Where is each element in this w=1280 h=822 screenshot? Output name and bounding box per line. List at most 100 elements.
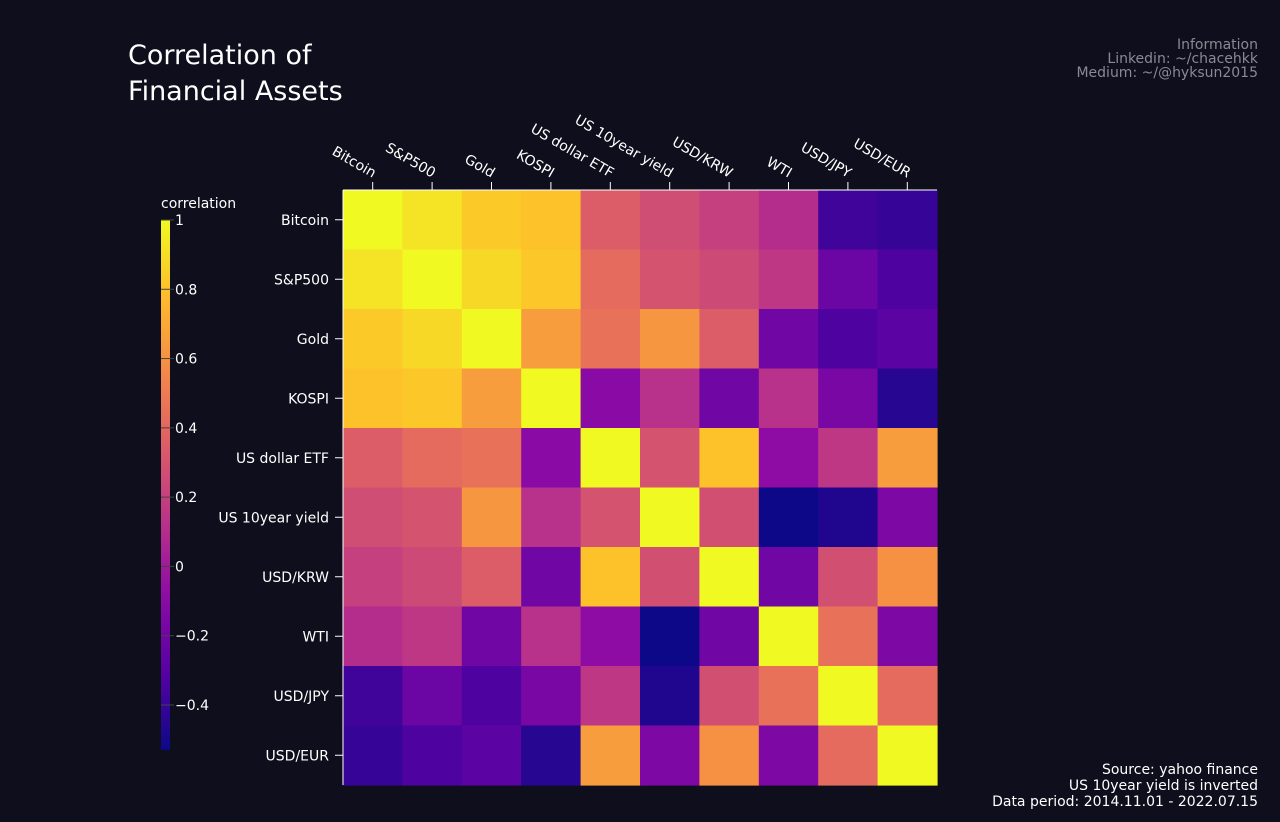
heatmap-cell xyxy=(699,606,760,667)
heatmap-cell xyxy=(758,190,819,251)
heatmap-cell xyxy=(521,487,582,548)
heatmap-cell xyxy=(580,309,641,370)
heatmap-cell xyxy=(461,309,522,370)
x-tick-label: S&P500 xyxy=(382,140,438,181)
heatmap-cell xyxy=(343,309,403,370)
heatmap-cell xyxy=(640,428,700,489)
heatmap-cell xyxy=(343,606,403,667)
heatmap-cell xyxy=(521,725,582,786)
heatmap-cell xyxy=(818,428,879,489)
colorbar-gradient xyxy=(161,220,170,750)
heatmap-cell xyxy=(758,428,819,489)
heatmap-cell xyxy=(818,190,879,251)
heatmap-cell xyxy=(521,606,582,667)
heatmap-cell xyxy=(402,309,463,370)
y-tick-label: S&P500 xyxy=(274,272,329,288)
heatmap-cell xyxy=(521,368,582,429)
heatmap-cell xyxy=(343,368,403,429)
heatmap-cell xyxy=(699,428,760,489)
heatmap-cell xyxy=(461,249,522,310)
heatmap-cell xyxy=(877,487,938,548)
heatmap-cell xyxy=(640,666,700,727)
x-tick-label: USD/KRW xyxy=(669,134,735,181)
data-period-note: Data period: 2014.11.01 - 2022.07.15 xyxy=(992,794,1258,810)
heatmap-cell xyxy=(699,725,760,786)
heatmap-cell xyxy=(877,666,938,727)
colorbar-tick-label: 0.6 xyxy=(175,352,197,368)
y-tick-label: Bitcoin xyxy=(281,213,329,229)
heatmap-cell xyxy=(343,249,403,310)
heatmap-cell xyxy=(640,190,700,251)
x-tick-label: US 10year yield xyxy=(572,112,676,181)
source-note: Source: yahoo finance xyxy=(1101,762,1258,778)
heatmap-cell xyxy=(640,606,700,667)
heatmap-cell xyxy=(818,309,879,370)
heatmap-cell xyxy=(758,249,819,310)
heatmap-cell xyxy=(877,309,938,370)
heatmap-cell xyxy=(580,666,641,727)
heatmap-cell xyxy=(402,249,463,310)
heatmap-cell xyxy=(343,487,403,548)
heatmap-cell xyxy=(877,606,938,667)
y-tick-label: WTI xyxy=(302,629,329,645)
y-tick-label: USD/JPY xyxy=(274,689,330,705)
heatmap-cell xyxy=(402,547,463,608)
heatmap-cell xyxy=(699,190,760,251)
colorbar-title: correlation xyxy=(161,196,236,212)
heatmap-cell xyxy=(758,666,819,727)
heatmap-cell xyxy=(343,725,403,786)
heatmap-cell xyxy=(877,428,938,489)
heatmap-cell xyxy=(640,725,700,786)
heatmap-cell xyxy=(461,606,522,667)
heatmap-cell xyxy=(402,368,463,429)
colorbar-tick-label: 0.4 xyxy=(175,421,197,437)
heatmap-cell xyxy=(758,368,819,429)
heatmap-cell xyxy=(402,428,463,489)
heatmap-cell xyxy=(699,487,760,548)
heatmap-cell xyxy=(818,606,879,667)
y-tick-label: USD/EUR xyxy=(266,748,330,764)
heatmap-cell xyxy=(877,368,938,429)
heatmap-cell xyxy=(699,368,760,429)
y-tick-label: USD/KRW xyxy=(262,570,329,586)
heatmap-cell xyxy=(521,666,582,727)
info-heading: Information xyxy=(1176,37,1258,53)
heatmap-cell xyxy=(580,249,641,310)
x-tick-label: Bitcoin xyxy=(329,144,379,182)
heatmap-cell xyxy=(521,309,582,370)
heatmap-cell xyxy=(343,190,403,251)
x-tick-label: KOSPI xyxy=(513,147,556,181)
heatmap-cell xyxy=(461,368,522,429)
heatmap-cell xyxy=(580,547,641,608)
heatmap-cell xyxy=(758,725,819,786)
heatmap-cell xyxy=(521,428,582,489)
heatmap-cell xyxy=(818,487,879,548)
y-tick-label: US dollar ETF xyxy=(236,451,329,467)
heatmap-cell xyxy=(461,190,522,251)
heatmap-cell xyxy=(461,725,522,786)
heatmap-cell xyxy=(758,547,819,608)
heatmap-cell xyxy=(461,547,522,608)
heatmap-cell xyxy=(343,428,403,489)
heatmap-cell xyxy=(580,487,641,548)
heatmap-cell xyxy=(640,547,700,608)
heatmap-cell xyxy=(461,487,522,548)
heatmap-cell xyxy=(343,666,403,727)
colorbar-tick-label: −0.2 xyxy=(175,629,209,645)
heatmap-cell xyxy=(402,666,463,727)
heatmap-cell xyxy=(758,487,819,548)
y-tick-label: US 10year yield xyxy=(218,510,329,526)
heatmap-cell xyxy=(818,666,879,727)
colorbar: correlation 1 0.8 0.6 0.4 0.2 0 −0.2 −0.4 xyxy=(161,196,236,750)
heatmap-cell xyxy=(580,190,641,251)
heatmap-cell xyxy=(758,309,819,370)
heatmap-cell xyxy=(758,606,819,667)
heatmap-cell xyxy=(640,487,700,548)
colorbar-tick-label: 0.8 xyxy=(175,282,197,298)
heatmap-cell xyxy=(580,428,641,489)
heatmap-cell xyxy=(580,368,641,429)
heatmap-cell xyxy=(699,249,760,310)
y-tick-label: KOSPI xyxy=(288,391,329,407)
heatmap-cell xyxy=(699,309,760,370)
